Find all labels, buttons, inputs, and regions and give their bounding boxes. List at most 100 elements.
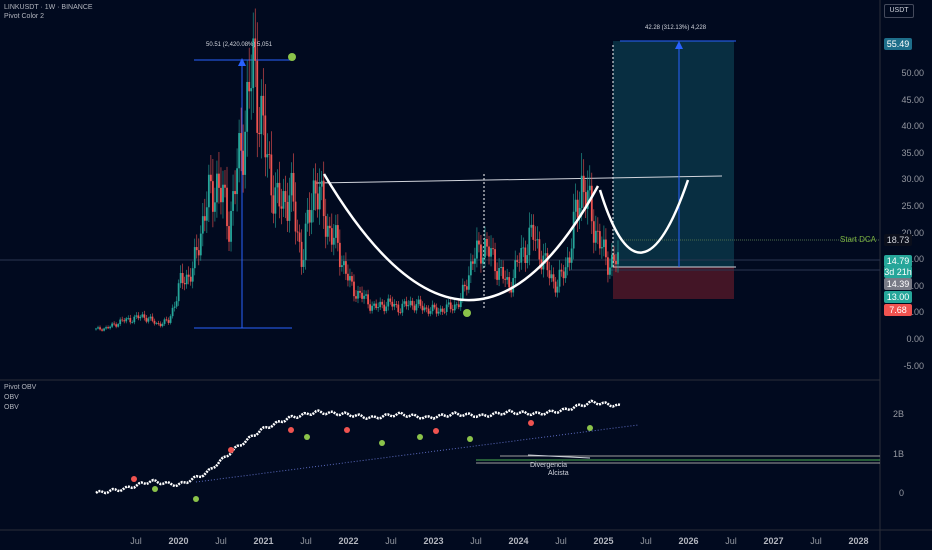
stop-zone[interactable]	[613, 267, 734, 299]
candle-body	[167, 320, 170, 323]
candle-body	[349, 276, 351, 281]
candle-body	[236, 168, 238, 195]
candle-body	[145, 317, 148, 322]
candle-body	[101, 329, 103, 331]
candle-body	[465, 286, 468, 290]
cup-curve[interactable]	[322, 173, 600, 302]
obv-label-3[interactable]: OBV	[4, 404, 19, 411]
candle-body	[125, 318, 128, 322]
candle-body	[455, 304, 458, 306]
candle-body	[292, 172, 295, 202]
obv-pivot-marker	[467, 436, 473, 442]
time-tick: Jul	[470, 536, 482, 546]
candle-body	[490, 248, 492, 257]
time-tick: 2026	[678, 536, 699, 546]
candle-body	[203, 216, 206, 221]
target-zone[interactable]	[613, 41, 734, 267]
candle-body	[453, 304, 456, 311]
candle-body	[476, 240, 478, 259]
candle-body	[482, 257, 484, 264]
candle-body	[189, 276, 192, 282]
candle-body	[216, 173, 218, 203]
candle-body	[191, 268, 194, 282]
price-tick: 10.00	[901, 280, 924, 291]
candle-body	[598, 231, 601, 249]
candle-body	[113, 323, 116, 325]
price-tick: 45.00	[901, 94, 924, 105]
candle-body	[187, 274, 190, 277]
candle-body	[361, 292, 363, 299]
symbol-title[interactable]: LINKUSDT · 1W · BINANCE	[4, 4, 93, 11]
price-badge: 55.49	[884, 38, 912, 50]
candle-body	[550, 274, 553, 279]
candle-body	[111, 323, 114, 327]
candle-body	[600, 247, 603, 249]
time-tick: 2025	[593, 536, 614, 546]
time-tick: 2020	[168, 536, 189, 546]
candle-body	[282, 191, 285, 209]
candle-body	[314, 180, 317, 194]
candle-body	[478, 240, 480, 245]
neckline[interactable]	[315, 175, 723, 184]
candle-body	[584, 192, 587, 209]
time-tick: Jul	[810, 536, 822, 546]
candle-body	[611, 254, 613, 268]
candle-body	[228, 226, 230, 242]
obv-label-2[interactable]: OBV	[4, 394, 19, 401]
candle-body	[588, 185, 591, 191]
handle-curve[interactable]	[598, 179, 690, 254]
candle-body	[512, 278, 515, 293]
candle-body	[532, 224, 535, 240]
candle-body	[284, 191, 287, 202]
candle-body	[147, 318, 150, 322]
candle-body	[256, 60, 259, 133]
candle-body	[544, 253, 547, 256]
candle-body	[566, 257, 569, 268]
candle-body	[278, 182, 281, 207]
candle-body	[244, 131, 247, 175]
obv-pivot-marker	[288, 427, 294, 433]
candle-body	[467, 275, 470, 290]
candle-body	[421, 305, 424, 311]
candle-body	[504, 278, 507, 280]
currency-button[interactable]: USDT	[884, 4, 914, 18]
time-tick: 2027	[763, 536, 784, 546]
candle-body	[413, 305, 416, 311]
obv-label-1[interactable]: Pivot OBV	[4, 384, 37, 391]
candle-body	[157, 323, 160, 324]
candle-body	[459, 298, 462, 308]
candle-body	[530, 224, 533, 228]
candle-body	[220, 187, 222, 203]
candle-body	[336, 225, 339, 243]
obv-divergence-line-d	[527, 454, 591, 459]
candle-body	[484, 239, 486, 258]
price-badge: 14.79	[884, 255, 912, 267]
candle-body	[149, 316, 152, 319]
candle-body	[270, 154, 273, 196]
candle-body	[272, 195, 275, 214]
candle-body	[411, 300, 414, 306]
price-tick: 15.00	[901, 254, 924, 265]
candle-body	[607, 257, 609, 275]
indicator-label[interactable]: Pivot Color 2	[4, 13, 45, 20]
candle-body	[264, 115, 267, 158]
candle-body	[457, 304, 460, 308]
candle-body	[417, 299, 420, 305]
candle-body	[425, 307, 428, 309]
candle-body	[318, 186, 321, 210]
candle-body	[181, 273, 184, 284]
obv-pivot-marker	[344, 427, 350, 433]
candle-body	[508, 277, 511, 288]
candle-body	[218, 173, 220, 188]
candle-body	[197, 250, 200, 256]
pivot-top-marker	[288, 53, 296, 61]
candle-body	[617, 252, 619, 265]
divergence-label-2: Alcista	[548, 470, 569, 477]
candle-body	[332, 237, 335, 245]
candle-body	[590, 185, 593, 222]
obv-pivot-marker	[528, 420, 534, 426]
candle-body	[375, 303, 378, 309]
candle-body	[572, 211, 575, 249]
time-tick: Jul	[130, 536, 142, 546]
